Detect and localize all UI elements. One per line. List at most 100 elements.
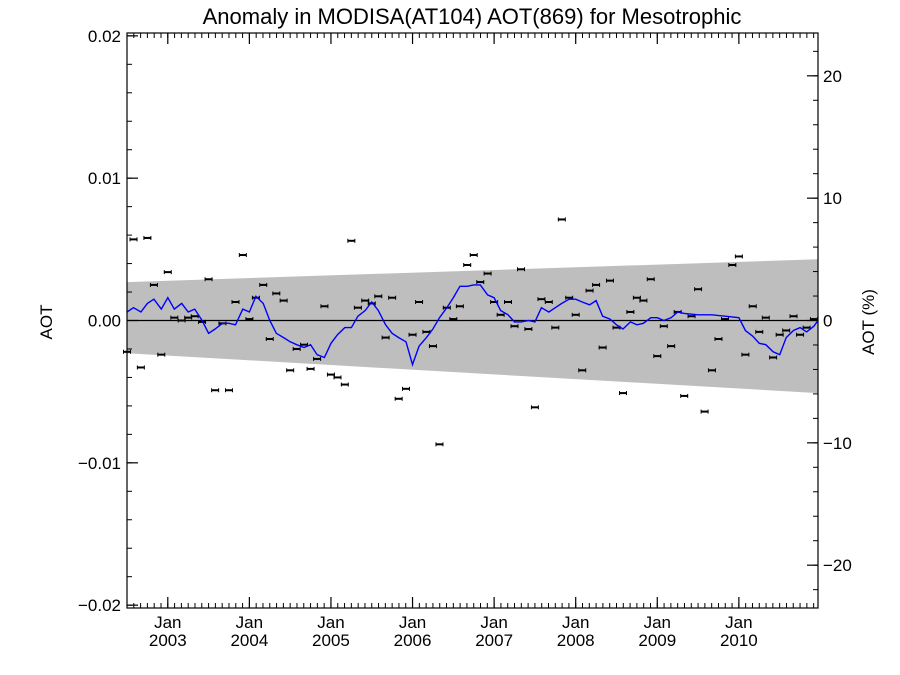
data-point	[544, 299, 553, 304]
data-point	[728, 262, 737, 267]
data-point	[306, 366, 315, 371]
data-point	[626, 309, 635, 314]
data-point	[782, 328, 791, 333]
x-tick-month: Jan	[725, 613, 752, 632]
data-point	[748, 304, 757, 309]
x-tick-month: Jan	[154, 613, 181, 632]
data-point	[449, 317, 458, 322]
data-point	[775, 332, 784, 337]
data-point	[326, 372, 335, 377]
x-tick-month: Jan	[399, 613, 426, 632]
data-point	[551, 325, 560, 330]
x-tick-month: Jan	[236, 613, 263, 632]
data-point	[415, 299, 424, 304]
data-point	[530, 405, 539, 410]
data-point	[204, 277, 213, 282]
data-point	[129, 237, 138, 242]
data-point	[557, 217, 566, 222]
data-point	[238, 253, 247, 258]
data-point	[510, 324, 519, 329]
data-point	[659, 324, 668, 329]
y-axis-label: AOT	[37, 305, 56, 340]
data-point	[428, 344, 437, 349]
y-tick-label: −0.01	[78, 454, 121, 473]
x-tick-year: 2006	[394, 631, 432, 650]
data-point	[231, 299, 240, 304]
data-point	[388, 295, 397, 300]
data-point	[265, 337, 274, 342]
data-point	[592, 282, 601, 287]
data-point	[571, 312, 580, 317]
data-point	[313, 356, 322, 361]
data-point	[279, 298, 288, 303]
plot-area	[123, 32, 819, 609]
data-point	[667, 344, 676, 349]
data-point	[598, 345, 607, 350]
y2-axis-label: AOT (%)	[859, 289, 878, 355]
y-tick-label: 0.01	[88, 169, 121, 188]
data-point	[347, 238, 356, 243]
data-point	[286, 368, 295, 373]
data-point	[694, 287, 703, 292]
uncertainty-band	[127, 259, 818, 394]
data-point	[653, 354, 662, 359]
data-point	[619, 391, 628, 396]
data-point	[578, 368, 587, 373]
y2-tick-label: 20	[823, 67, 842, 86]
data-point	[755, 329, 764, 334]
x-tick-year: 2008	[557, 631, 595, 650]
data-point	[796, 332, 805, 337]
data-point	[646, 277, 655, 282]
data-point	[211, 388, 220, 393]
x-tick-month: Jan	[480, 613, 507, 632]
x-tick-year: 2007	[475, 631, 513, 650]
data-point	[163, 270, 172, 275]
data-point	[483, 271, 492, 276]
data-point	[700, 409, 709, 414]
y-axis-right: −20 −10 0 10 20	[807, 50, 852, 591]
data-point	[245, 317, 254, 322]
y-tick-label: 0.00	[88, 312, 121, 331]
data-point	[292, 346, 301, 351]
data-point	[639, 298, 648, 303]
x-axis: Jan2003Jan2004Jan2005Jan2006Jan2007Jan20…	[126, 33, 815, 650]
data-point	[149, 282, 158, 287]
data-point	[734, 254, 743, 259]
x-tick-year: 2003	[149, 631, 187, 650]
data-point	[463, 262, 472, 267]
data-point	[720, 317, 729, 322]
x-tick-month: Jan	[644, 613, 671, 632]
y2-tick-label: −10	[823, 434, 852, 453]
x-tick-year: 2004	[230, 631, 268, 650]
data-point	[524, 327, 533, 332]
data-point	[455, 304, 464, 309]
data-point	[761, 315, 770, 320]
y-tick-label: 0.02	[88, 27, 121, 46]
data-point	[374, 294, 383, 299]
data-point	[605, 278, 614, 283]
y-axis-left: −0.02 −0.01 0.00 0.01 0.02	[78, 27, 138, 615]
data-point	[503, 299, 512, 304]
data-point	[585, 288, 594, 293]
data-point	[496, 312, 505, 317]
y2-tick-label: 10	[823, 189, 842, 208]
x-tick-year: 2009	[638, 631, 676, 650]
data-point	[741, 352, 750, 357]
smoothed-line	[126, 284, 819, 367]
y2-tick-label: −20	[823, 556, 852, 575]
data-point	[707, 368, 716, 373]
data-point	[224, 388, 233, 393]
data-point	[408, 332, 417, 337]
y2-tick-label: 0	[823, 312, 832, 331]
data-point	[469, 253, 478, 258]
data-point	[680, 393, 689, 398]
data-point	[259, 282, 268, 287]
data-point	[157, 352, 166, 357]
data-point	[789, 314, 798, 319]
data-point	[353, 305, 362, 310]
chart-title: Anomaly in MODISA(AT104) AOT(869) for Me…	[203, 4, 742, 29]
x-tick-year: 2005	[312, 631, 350, 650]
data-point	[367, 301, 376, 306]
data-point	[272, 291, 281, 296]
data-points	[123, 217, 818, 447]
